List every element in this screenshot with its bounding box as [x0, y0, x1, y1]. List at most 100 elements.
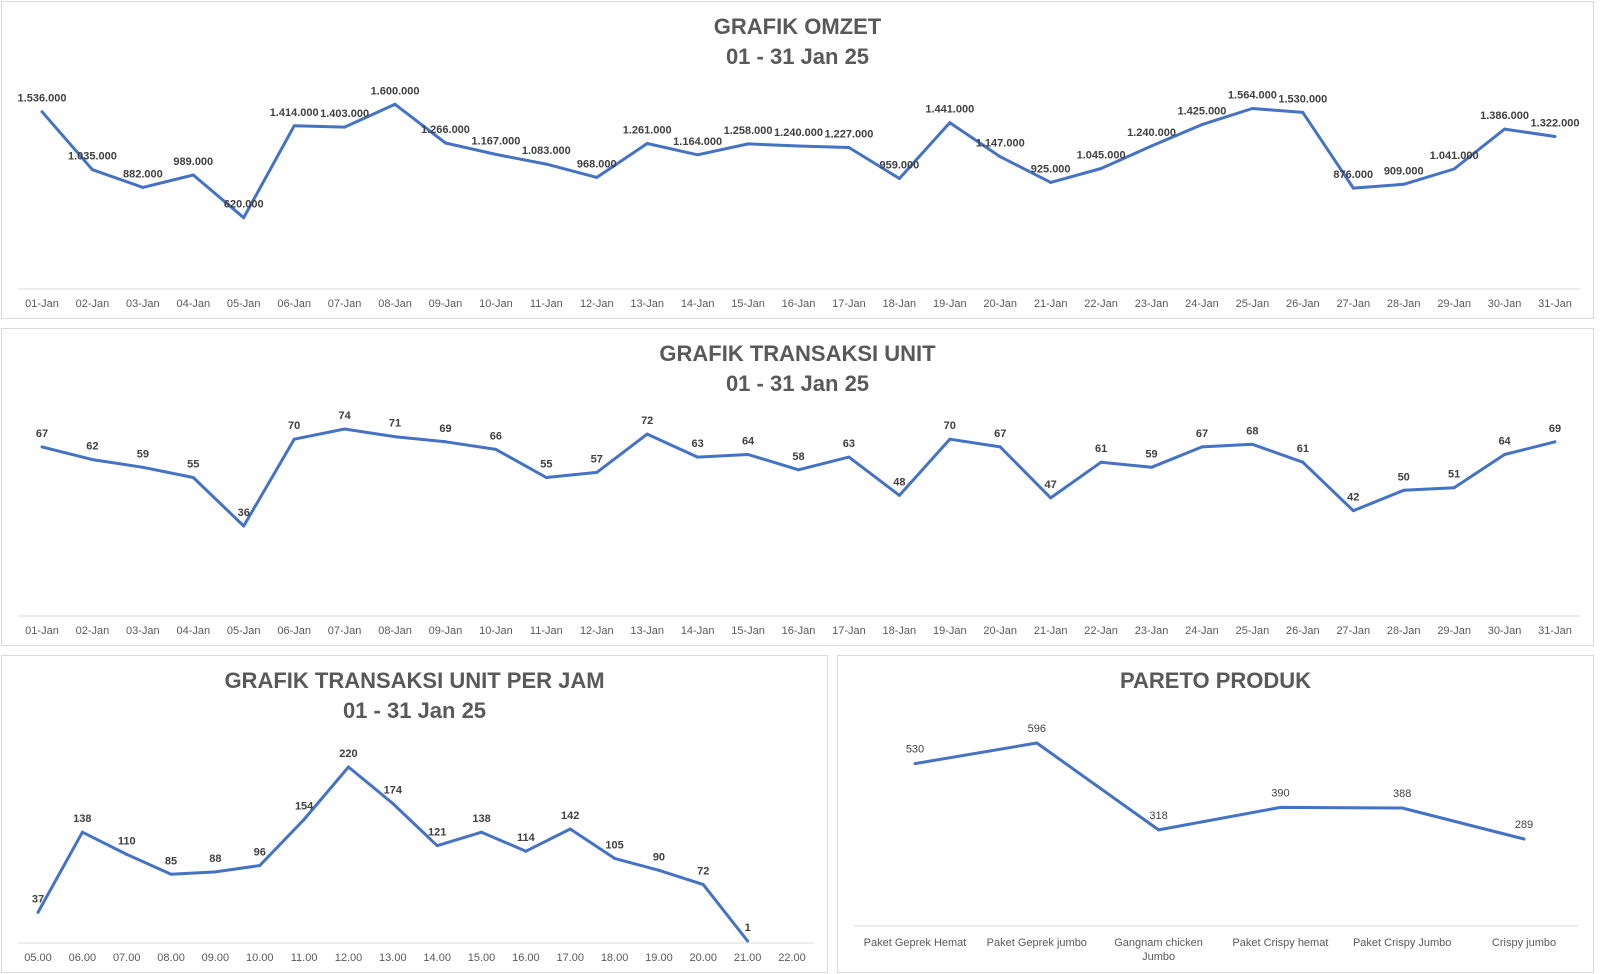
- data-point: [292, 124, 296, 128]
- x-tick-label: 25-Jan: [1236, 625, 1270, 637]
- data-point: [494, 447, 498, 451]
- data-label: 530: [906, 744, 924, 756]
- x-tick-label: Paket Geprek Hemat: [864, 937, 967, 949]
- data-label: 1.425.000: [1177, 106, 1226, 118]
- x-tick-label: 08.00: [157, 952, 185, 964]
- data-point: [393, 435, 397, 439]
- x-tick-label: Paket Crispy hemat: [1232, 937, 1328, 949]
- data-point: [393, 102, 397, 106]
- x-tick-label: Crispy jumbo: [1492, 937, 1556, 949]
- x-tick-label: 21-Jan: [1034, 625, 1068, 637]
- data-point: [595, 175, 599, 179]
- data-label: 968.000: [577, 158, 617, 170]
- chart-subtitle: 01 - 31 Jan 25: [725, 371, 870, 396]
- data-label: 289: [1515, 819, 1533, 831]
- x-tick-label: 29-Jan: [1437, 625, 1471, 637]
- data-label: 1.600.000: [371, 85, 420, 97]
- data-label: 1.261.000: [623, 125, 672, 137]
- data-label: 1.441.000: [925, 104, 974, 116]
- x-tick-label: 22-Jan: [1084, 625, 1118, 637]
- x-tick-label: 28-Jan: [1387, 625, 1421, 637]
- data-point: [141, 465, 145, 469]
- data-label: 138: [472, 813, 490, 825]
- x-tick-label: 10.00: [246, 952, 274, 964]
- chart-panel-omzet: GRAFIK OMZET 01 - 31 Jan 25 1.536.000 1.0…: [1, 1, 1594, 319]
- x-tick-label: 01-Jan: [25, 625, 59, 637]
- data-label: 96: [254, 847, 266, 859]
- data-label: 596: [1028, 723, 1046, 735]
- x-tick-label: 03-Jan: [126, 298, 160, 310]
- data-label: 876.000: [1333, 169, 1373, 181]
- data-point: [435, 844, 439, 848]
- transaksi-unit-line-chart: 67 62 59 55 36 70 74 71 69 66 55 57 72 63 64 58 63 48 70 67…: [18, 410, 1580, 637]
- data-label: 959.000: [879, 159, 919, 171]
- data-point: [797, 468, 800, 472]
- data-point: [191, 476, 195, 479]
- data-label: 69: [1549, 423, 1561, 435]
- data-label: 55: [187, 459, 199, 471]
- x-tick-label: 10-Jan: [479, 298, 513, 310]
- x-tick-label: 30-Jan: [1488, 298, 1522, 310]
- data-point: [1503, 127, 1507, 131]
- data-label: 1.414.000: [270, 107, 319, 119]
- x-tick-label: 17.00: [556, 952, 584, 964]
- data-label: 50: [1398, 471, 1410, 483]
- x-tick-label: 05-Jan: [227, 298, 261, 310]
- data-label: 1: [745, 922, 751, 934]
- data-point: [645, 142, 649, 146]
- data-label: 61: [1095, 443, 1107, 455]
- data-point: [524, 849, 528, 853]
- chart-subtitle: 01 - 31 Jan 25: [342, 698, 487, 723]
- data-point: [443, 141, 447, 145]
- data-point: [544, 162, 548, 166]
- x-tick-label: 11-Jan: [530, 625, 563, 637]
- data-point: [1402, 182, 1406, 186]
- data-label: 69: [439, 423, 451, 435]
- data-label: 71: [389, 418, 401, 430]
- chart-title: GRAFIK TRANSAKSI UNIT: [659, 341, 936, 366]
- data-point: [613, 856, 617, 860]
- x-tick-label: 10-Jan: [479, 625, 513, 637]
- x-tick-label: 07.00: [113, 952, 141, 964]
- x-tick-label: 19.00: [645, 952, 673, 964]
- data-point: [544, 476, 548, 479]
- x-tick-label: 27-Jan: [1336, 625, 1370, 637]
- x-tick-label: 14.00: [423, 952, 451, 964]
- x-tick-label: 24-Jan: [1185, 298, 1219, 310]
- data-label: 1.227.000: [824, 128, 873, 140]
- data-label: 1.258.000: [724, 125, 773, 137]
- x-tick-label: 01-Jan: [25, 298, 59, 310]
- data-label: 70: [944, 420, 956, 432]
- data-label: 57: [591, 453, 603, 465]
- x-tick-label: 12.00: [335, 952, 363, 964]
- x-tick-label: 09.00: [202, 952, 230, 964]
- data-point: [998, 445, 1002, 449]
- data-label: 1.041.000: [1430, 150, 1479, 162]
- x-tick-label: 27-Jan: [1336, 298, 1370, 310]
- chart-title: GRAFIK OMZET: [713, 14, 882, 39]
- x-tick-label: 16.00: [512, 952, 540, 964]
- data-point: [1200, 445, 1204, 449]
- data-label: 72: [697, 866, 709, 878]
- data-label: 58: [792, 451, 804, 463]
- x-tick-label: 05.00: [24, 952, 52, 964]
- data-label: 70: [288, 420, 300, 432]
- series-line: [40, 102, 1556, 220]
- data-label: 142: [561, 810, 579, 822]
- x-tick-label: 06-Jan: [277, 298, 311, 310]
- pareto-produk-line-chart: 530 596 318 390 388 289 Paket Geprek Hemat Pake…: [854, 723, 1578, 963]
- data-point: [701, 883, 705, 887]
- x-tick-label: 22-Jan: [1084, 298, 1118, 310]
- data-point: [494, 152, 498, 156]
- data-label: 220: [339, 748, 357, 760]
- data-point: [746, 142, 750, 146]
- data-label: 174: [384, 785, 403, 797]
- data-label: 1.564.000: [1228, 89, 1277, 101]
- data-label: 1.530.000: [1278, 93, 1327, 105]
- x-tick-label: 24-Jan: [1185, 625, 1219, 637]
- x-tick-label: 31-Jan: [1538, 625, 1572, 637]
- data-label: 909.000: [1384, 165, 1424, 177]
- data-label: 989.000: [173, 156, 213, 168]
- x-tick-label: Paket Crispy Jumbo: [1353, 937, 1451, 949]
- chart-title: GRAFIK TRANSAKSI UNIT PER JAM: [224, 668, 605, 693]
